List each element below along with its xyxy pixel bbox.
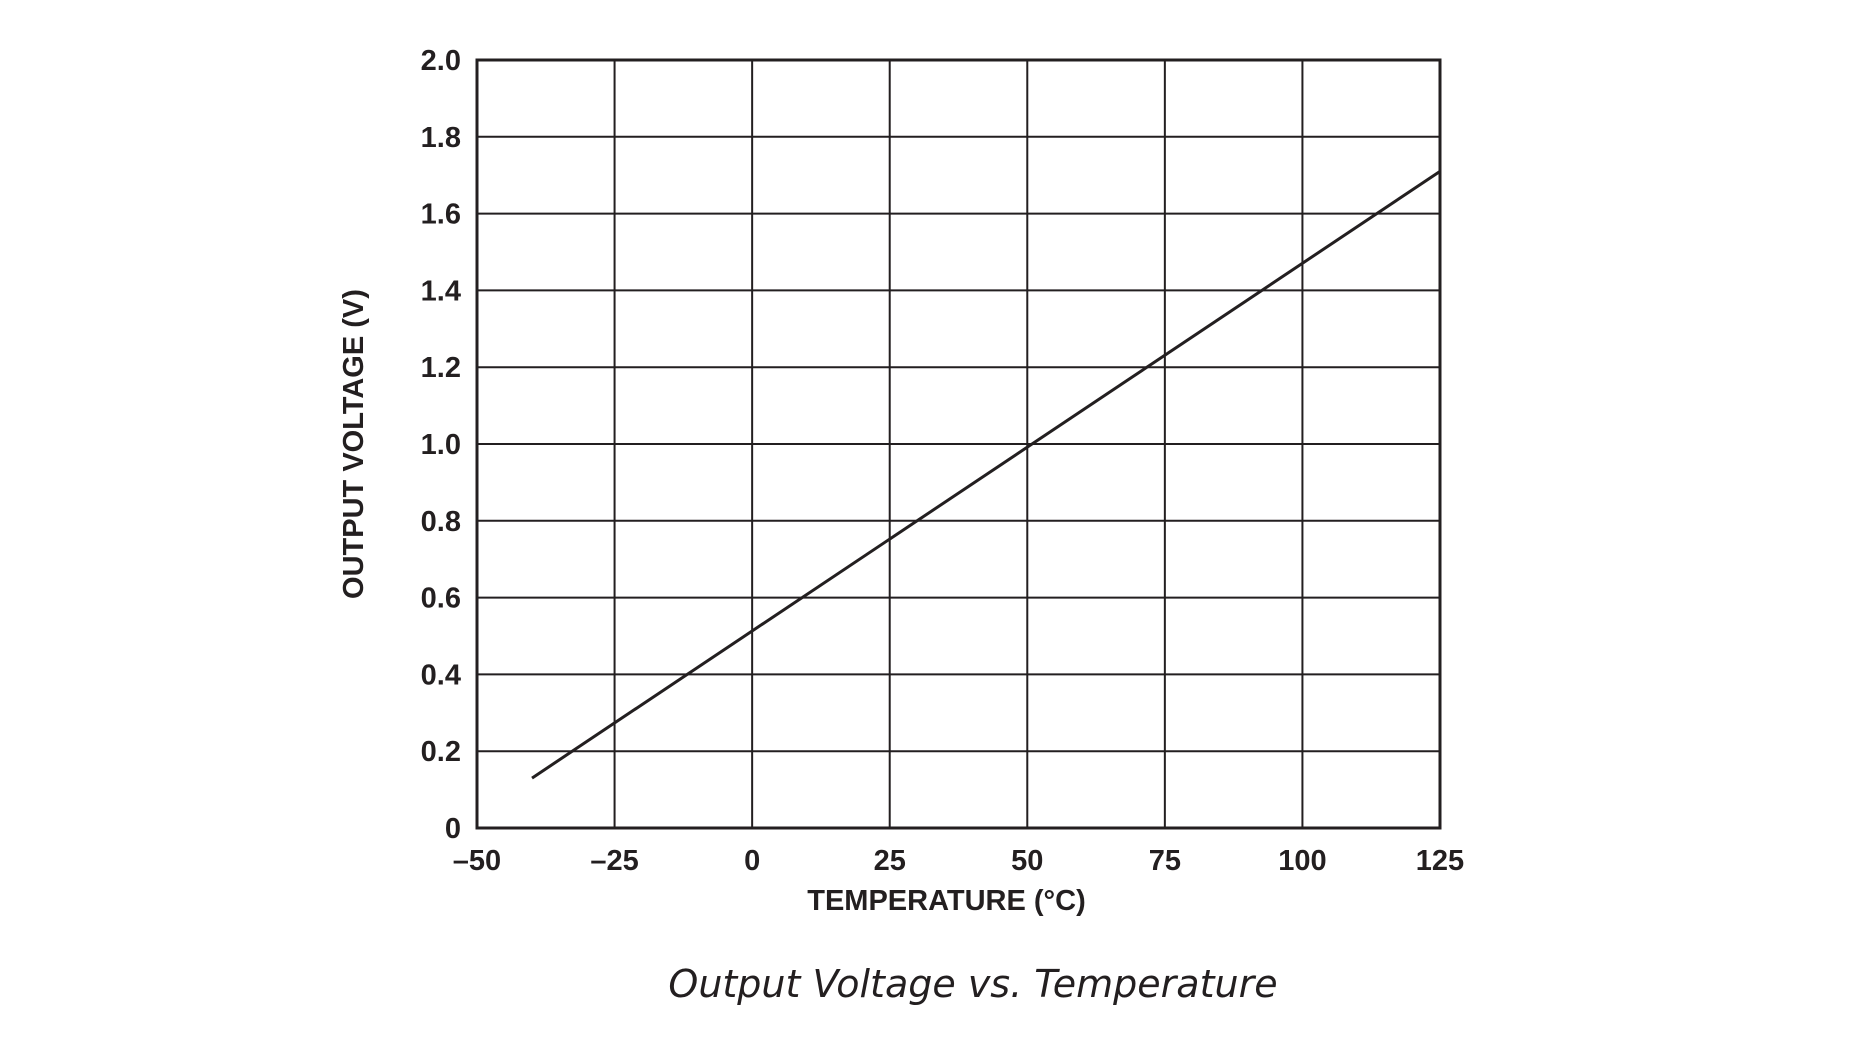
y-tick-label: 1.4 xyxy=(421,275,461,307)
x-tick-label: –50 xyxy=(453,845,501,877)
y-tick-label: 1.0 xyxy=(421,429,461,461)
y-tick-label: 0 xyxy=(445,813,461,845)
x-tick-label: 75 xyxy=(1149,845,1181,877)
y-tick-label: 2.0 xyxy=(421,45,461,77)
x-tick-label: –25 xyxy=(590,845,638,877)
x-tick-label: 125 xyxy=(1416,845,1464,877)
x-axis-title: TEMPERATURE (°C) xyxy=(807,885,1086,917)
plot-frame xyxy=(475,58,1442,830)
y-tick-label: 1.8 xyxy=(421,122,461,154)
x-tick-label: 50 xyxy=(1011,845,1043,877)
x-tick-label: 100 xyxy=(1278,845,1326,877)
x-tick-label: 0 xyxy=(744,845,760,877)
series-line xyxy=(531,170,1441,780)
y-tick-label: 0.2 xyxy=(421,736,461,768)
x-tick-label: 25 xyxy=(874,845,906,877)
y-tick-label: 0.6 xyxy=(421,583,461,615)
y-axis-title: OUTPUT VOLTAGE (V) xyxy=(338,289,370,599)
series-layer xyxy=(531,170,1441,780)
y-tick-label: 1.2 xyxy=(421,352,461,384)
x-tick-labels: –50 –25 0 25 50 75 100 125 xyxy=(453,845,1464,877)
y-tick-labels: 0 0.2 0.4 0.6 0.8 1.0 1.2 1.4 1.6 1.8 2.0 xyxy=(421,45,461,845)
chart-caption: Output Voltage vs. Temperature xyxy=(668,962,1277,1006)
grid-lines xyxy=(476,59,1441,829)
y-tick-label: 0.4 xyxy=(421,659,461,691)
y-tick-label: 1.6 xyxy=(421,199,461,231)
y-tick-label: 0.8 xyxy=(421,506,461,538)
